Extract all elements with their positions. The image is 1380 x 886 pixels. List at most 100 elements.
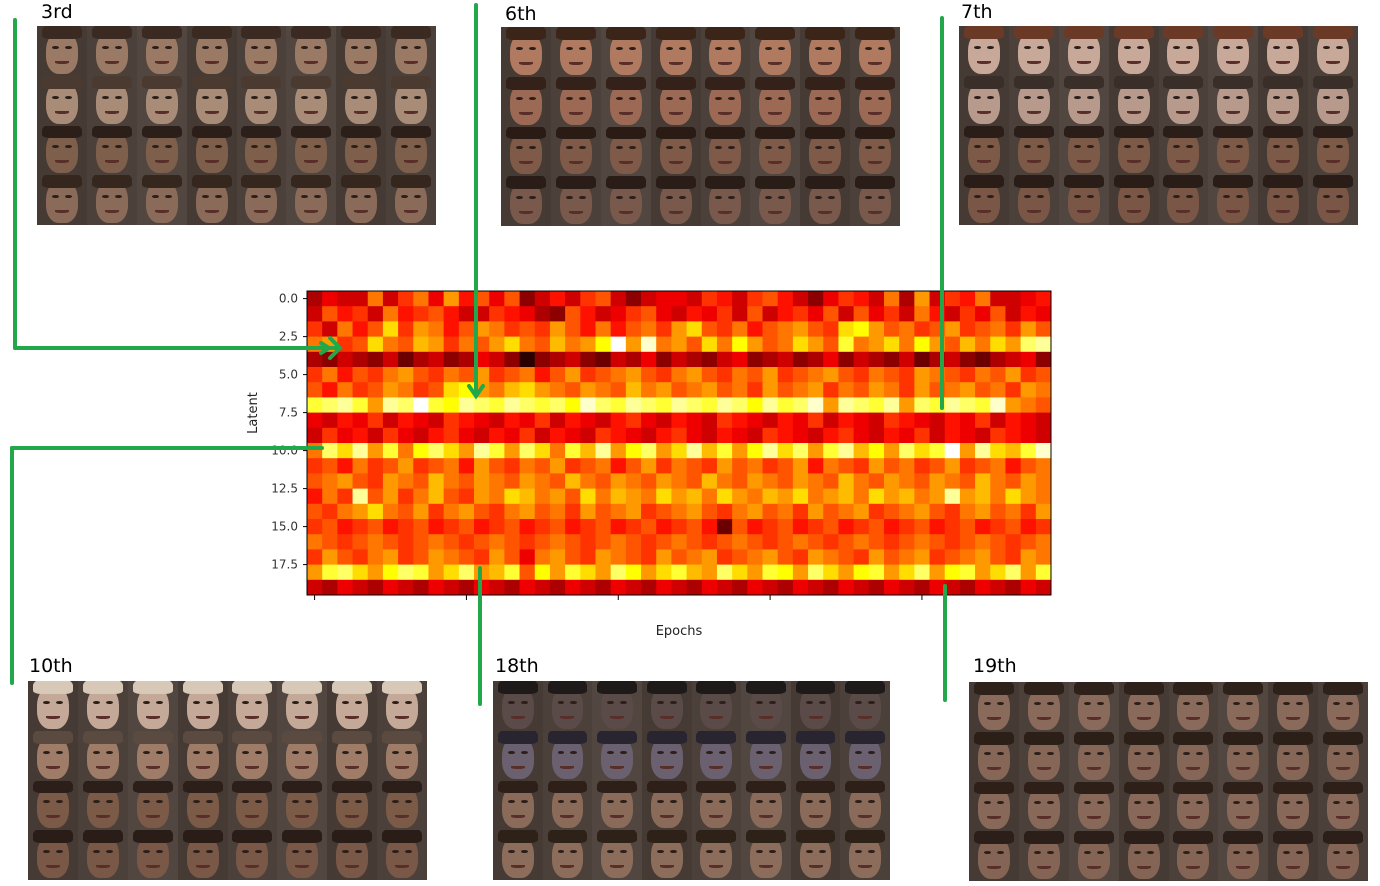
heatmap-cell [534, 549, 551, 565]
heatmap-cell [367, 443, 384, 459]
heatmap-cell [413, 473, 429, 489]
heatmap-cell [580, 397, 596, 413]
heatmap-cell [990, 336, 1006, 353]
face-thumbnail [750, 27, 801, 77]
heatmap-cell [899, 397, 915, 413]
heatmap-cell [1035, 534, 1052, 550]
heatmap-cell [686, 579, 703, 596]
heatmap-cell [701, 534, 718, 550]
heatmap-cell [1020, 503, 1037, 520]
heatmap-cell [914, 291, 930, 307]
heatmap-cell [1005, 367, 1022, 383]
heatmap-cell [337, 351, 353, 368]
heatmap-cell [307, 291, 323, 307]
heatmap-cell [990, 579, 1006, 596]
heatmap-cell [701, 367, 718, 383]
heatmap-cell [716, 564, 733, 581]
heatmap-cell [656, 564, 672, 581]
heatmap-cell [990, 519, 1006, 535]
heatmap-cell [975, 427, 991, 444]
heatmap-cell [413, 306, 429, 322]
face-thumbnail [227, 780, 278, 831]
face-thumbnail [600, 126, 651, 177]
face-thumbnail [127, 730, 178, 781]
heatmap-cell [671, 427, 687, 444]
heatmap-cell [337, 367, 353, 383]
heatmap-cell [519, 397, 536, 413]
heatmap-cell [641, 519, 657, 535]
heatmap-cell [777, 321, 794, 337]
heatmap-cell [367, 488, 384, 505]
connector-lines [10, 3, 947, 706]
heatmap-cell [565, 351, 581, 368]
heatmap-cell [914, 412, 930, 429]
heatmap-cell [868, 579, 885, 596]
heatmap-cell [428, 579, 445, 596]
heatmap-cell [1005, 534, 1022, 550]
face-thumbnail [691, 681, 742, 731]
face-grid-6th [501, 27, 900, 226]
heatmap-cell [732, 549, 748, 565]
heatmap-cell [747, 458, 763, 474]
heatmap-cell [443, 458, 460, 474]
heatmap-cell [838, 336, 855, 353]
heatmap-cell [382, 412, 399, 429]
heatmap-cell [1005, 412, 1022, 429]
heatmap-cell [686, 519, 703, 535]
heatmap-cell [975, 306, 991, 322]
heatmap-cell [398, 458, 414, 474]
face-thumbnail [850, 176, 900, 226]
face-thumbnail [277, 730, 328, 781]
heatmap-cell [883, 397, 900, 413]
heatmap-cell [625, 549, 642, 565]
heatmap-cell [701, 336, 718, 353]
heatmap-cell [899, 473, 915, 489]
heatmap-cell [732, 519, 748, 535]
face-thumbnail [790, 780, 841, 831]
heatmap-cell [823, 549, 839, 565]
face-thumbnail [592, 681, 642, 731]
face-grid-7th [959, 26, 1358, 225]
heatmap-cell [975, 351, 991, 368]
heatmap-cell [534, 351, 551, 368]
heatmap-cell [868, 458, 885, 474]
heatmap-cell [762, 306, 779, 322]
heatmap-cell [625, 306, 642, 322]
y-tick-label: 0.0 [279, 292, 298, 306]
heatmap-cell [549, 351, 566, 368]
heatmap-cell [382, 443, 399, 459]
face-thumbnail [1018, 831, 1069, 881]
heatmap-cell [656, 397, 672, 413]
heatmap-cell [398, 579, 414, 596]
heatmap-cell [489, 412, 505, 429]
heatmap-cell [458, 291, 475, 307]
heatmap-cell [428, 534, 445, 550]
heatmap-cell [975, 473, 991, 489]
heatmap-cell [701, 412, 718, 429]
heatmap-cell [1020, 443, 1037, 459]
heatmap-cell [975, 291, 991, 307]
heatmap-cell [534, 473, 551, 489]
heatmap-cell [534, 336, 551, 353]
heatmap-cell [428, 503, 445, 520]
face-thumbnail [959, 26, 1009, 76]
heatmap-cell [959, 351, 976, 368]
heatmap-cell [595, 534, 612, 550]
heatmap-cell [580, 306, 596, 322]
heatmap-cell [367, 397, 384, 413]
face-thumbnail [86, 26, 137, 76]
face-thumbnail [28, 830, 78, 880]
heatmap-cell [868, 443, 885, 459]
heatmap-cell [762, 291, 779, 307]
heatmap-cell [732, 306, 748, 322]
heatmap-cell [914, 519, 930, 535]
heatmap-cell [732, 473, 748, 489]
face-thumbnail [1208, 26, 1259, 76]
heatmap-cell [792, 488, 809, 505]
heatmap-cell [367, 382, 384, 398]
heatmap-cell [641, 579, 657, 596]
heatmap-cell [990, 367, 1006, 383]
heatmap-cell [398, 519, 414, 535]
heatmap-cell [671, 503, 687, 520]
heatmap-cell [398, 336, 414, 353]
